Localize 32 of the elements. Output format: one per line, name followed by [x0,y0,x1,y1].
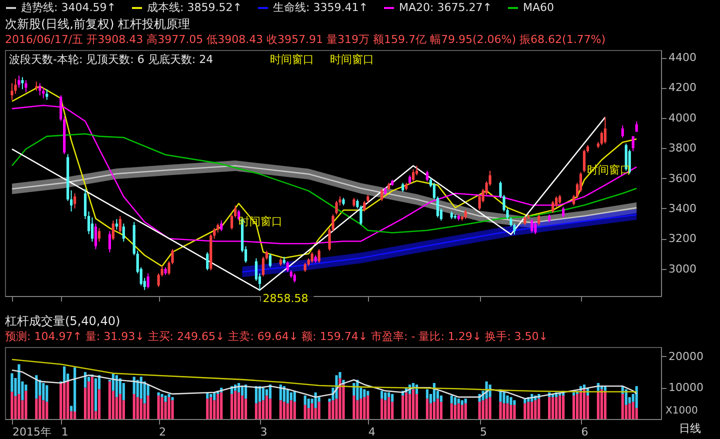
x-tick-label: 6 [581,426,588,438]
y-tick-label: 3600 [668,172,696,185]
legend-label: 趋势线: 3404.59↑ [21,1,116,14]
annotation: 时间窗口 [330,53,374,66]
legend-label: 生命线: 3359.41↑ [273,1,368,14]
annotation: 2858.58 [262,292,308,306]
y-tick-label: 20000 [668,350,704,363]
x-tick-label: 2015年 [12,426,52,438]
legend-label: MA20: 3675.27↑ [399,1,492,14]
x-tick-label: 2 [159,426,166,438]
y-tick-label: 3000 [668,262,696,276]
chart-subtitle: 2016/06/17/五 开3908.43 高3977.05 低3908.43 收3957.91 量319万 额159.7亿 幅79.95(2.06%) 振68.62(1.77%) [5,33,606,46]
x-tick-label: 1 [61,426,68,438]
text: 日线 [679,422,701,435]
x-tick-label: 3 [260,426,268,438]
x-tick-label: 5 [480,426,488,438]
annotation: 波段天数-本轮: 见顶天数: 6 见底天数: 24 [9,53,214,66]
y-tick-label: 4400 [668,51,696,64]
y-tick-label: 3200 [668,232,696,246]
chart-title: 次新股(日线,前复权) 杠杆投机原理 [5,17,190,31]
y-tick-label: 10000 [668,381,704,394]
y-tick-label: 4200 [668,81,696,94]
annotation: 时间窗口 [270,53,314,66]
y-axis-title: X1000 [666,406,698,416]
legend-label: 成本线: 3859.52↑ [147,1,242,14]
x-tick-label: 4 [368,426,376,438]
y-tick-label: 3400 [668,202,696,215]
y-tick-label: 3800 [668,142,696,155]
chart-subtitle: 预测: 104.97↑ 量: 31.93↓ 主买: 249.65↓ 主卖: 69.64↓ 额: 159.74↓ 市盈率: - 量比: 1.29↓ 换手: 3.50↓ [5,330,548,343]
chart-title: 杠杆成交量(5,40,40) [4,314,120,328]
y-tick-label: 4000 [668,111,696,124]
legend-label: MA60 [523,1,554,14]
